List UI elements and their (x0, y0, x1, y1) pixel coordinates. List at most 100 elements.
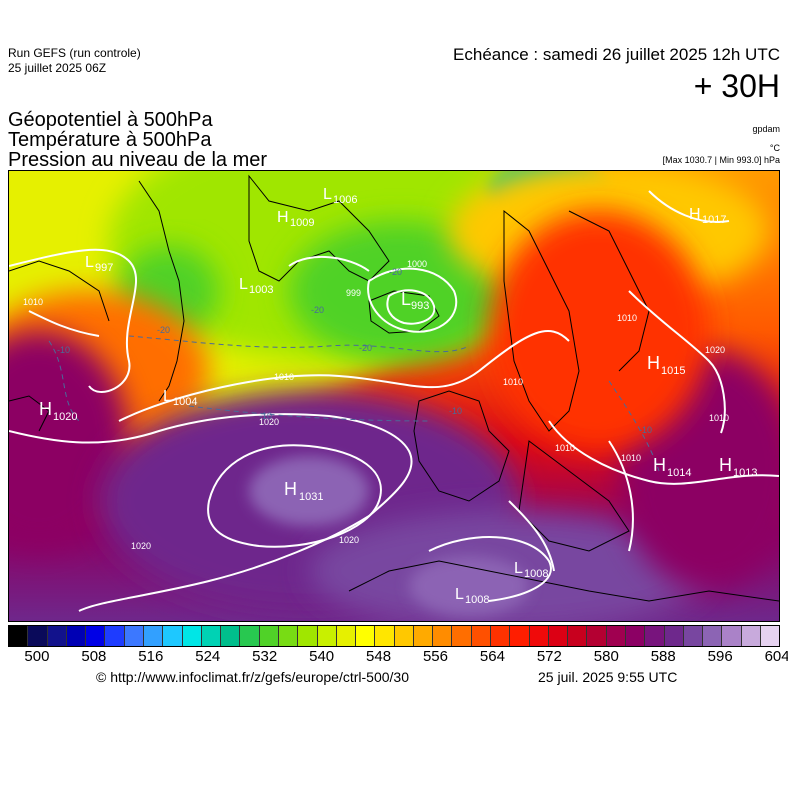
color-scale-cell (66, 626, 87, 646)
high-center-value: 1009 (290, 217, 314, 229)
isobar-labels: 1010 1020 1020 1020 1000 999 1010 1010 1… (23, 259, 729, 551)
color-scale-tick: 508 (81, 648, 107, 665)
high-center-value: 1020 (53, 411, 77, 423)
color-scale-cell (356, 626, 376, 646)
color-scale-cell (491, 626, 511, 646)
isobar-label: 1010 (709, 413, 729, 423)
isobar-label: 1020 (259, 417, 279, 427)
isobar-label: 1020 (339, 535, 359, 545)
color-scale-tick: 572 (536, 648, 562, 665)
color-scale-cell (163, 626, 183, 646)
svg-text:L: L (163, 388, 172, 405)
isobar-label: 1000 (407, 259, 427, 269)
low-center-value: 1008 (465, 594, 489, 606)
low-center: L 1008 (455, 586, 489, 606)
color-scale-cell (529, 626, 549, 646)
color-scale-cell (9, 626, 29, 646)
isobar-label: 1010 (274, 372, 294, 382)
color-scale-cell (413, 626, 434, 646)
color-scale-tick: 596 (707, 648, 733, 665)
color-scale-cell (606, 626, 626, 646)
color-scale-tick: 564 (479, 648, 505, 665)
color-scale-cell (259, 626, 279, 646)
parameter-temperature: Température à 500hPa (8, 129, 212, 151)
color-scale-cell (221, 626, 241, 646)
pressure-summary: [Max 1030.7 | Min 993.0] hPa (662, 155, 780, 165)
color-scale-cell (645, 626, 665, 646)
color-scale-tick: 540 (309, 648, 335, 665)
high-center-value: 1014 (667, 467, 691, 479)
color-scale-tick: 516 (138, 648, 164, 665)
color-scale-cell (703, 626, 723, 646)
color-scale-cell (394, 626, 414, 646)
color-scale-cell (317, 626, 337, 646)
svg-text:L: L (85, 254, 94, 271)
isobar-label: 1010 (617, 313, 637, 323)
svg-text:H: H (719, 455, 732, 475)
low-center: L 1003 (239, 276, 273, 296)
temperature-isotherms (48, 335, 660, 472)
color-scale-cell (201, 626, 222, 646)
low-center-value: 1004 (173, 396, 197, 408)
low-center-value: 1008 (524, 568, 548, 580)
color-scale-cell (452, 626, 472, 646)
color-scale-cell (471, 626, 492, 646)
color-scale-cell (124, 626, 144, 646)
color-scale-tick: 604 (764, 648, 788, 665)
color-scale-cell (182, 626, 202, 646)
temperature-label: -10 (449, 406, 462, 416)
color-scale-bar (8, 625, 780, 647)
temperature-label: -20 (389, 267, 402, 277)
color-scale-cell (278, 626, 299, 646)
weather-map-svg: H 1020 H 1009 H 1031 H 1015 H 1014 H 101… (9, 171, 779, 621)
svg-text:L: L (514, 560, 523, 577)
color-scale-cell (760, 626, 780, 646)
color-scale-cell (626, 626, 646, 646)
high-center: H 1014 (653, 455, 691, 479)
svg-text:H: H (689, 206, 701, 223)
color-scale-tick: 588 (650, 648, 676, 665)
high-center: H 1009 (277, 209, 314, 229)
high-center: H 1020 (39, 399, 77, 423)
isobar-label: 1010 (23, 297, 43, 307)
high-center-value: 1031 (299, 491, 323, 503)
parameter-geopotential: Géopotentiel à 500hPa (8, 109, 213, 131)
weather-map: H 1020 H 1009 H 1031 H 1015 H 1014 H 101… (8, 170, 780, 622)
svg-text:L: L (239, 276, 248, 293)
low-center: L 1004 (163, 388, 197, 408)
high-center: H 1031 (284, 479, 323, 503)
color-scale-cell (240, 626, 260, 646)
temperature-label: -10 (57, 345, 70, 355)
svg-text:H: H (653, 455, 666, 475)
color-scale-cell (722, 626, 742, 646)
unit-geopotential: gpdam (752, 124, 780, 134)
color-scale-cell (741, 626, 761, 646)
svg-text:H: H (39, 399, 52, 419)
color-scale-cell (375, 626, 395, 646)
svg-text:L: L (401, 289, 411, 309)
color-scale-cell (433, 626, 453, 646)
high-center: H 1013 (719, 455, 757, 479)
color-scale-tick: 580 (593, 648, 619, 665)
color-scale-ticks: 500 508 516 524 532 540 548 556 564 572 580 588 596 6… (8, 648, 788, 666)
isobar-label: 1010 (503, 377, 523, 387)
low-center-value: 1006 (333, 194, 357, 206)
color-scale-cell (143, 626, 164, 646)
temperature-label: -20 (359, 343, 372, 353)
high-center-value: 1015 (661, 365, 685, 377)
parameter-pressure: Pression au niveau de la mer (8, 149, 268, 171)
low-center-value: 1003 (249, 284, 273, 296)
svg-text:H: H (647, 353, 660, 373)
svg-text:L: L (323, 186, 332, 203)
low-center: L 1008 (514, 560, 548, 580)
isobar-label: 999 (346, 288, 361, 298)
low-center-value: 997 (95, 262, 113, 274)
temperature-label: -10 (259, 411, 272, 421)
isobar-label: 1020 (131, 541, 151, 551)
color-scale-cell (28, 626, 48, 646)
color-scale-cell (664, 626, 684, 646)
color-scale-cell (47, 626, 67, 646)
color-scale-cell (336, 626, 357, 646)
color-scale-cell (587, 626, 607, 646)
temperature-label: -10 (639, 425, 652, 435)
